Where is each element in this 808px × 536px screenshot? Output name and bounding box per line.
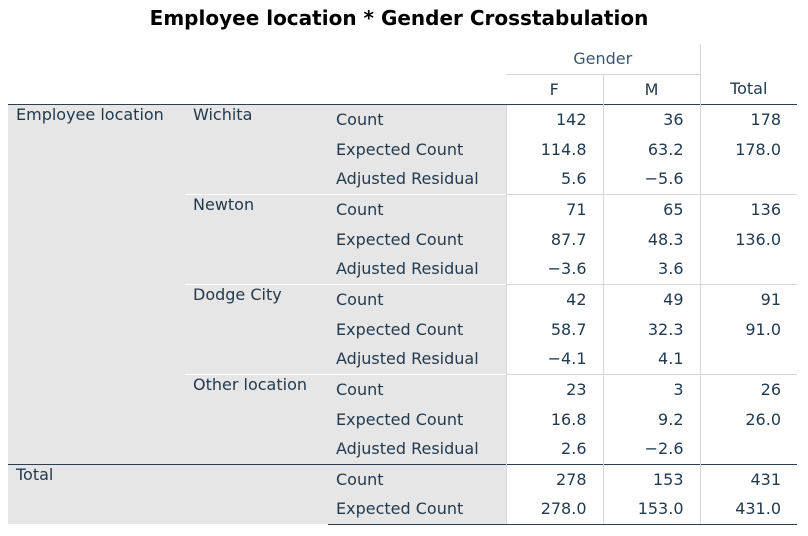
cell-total: 178.0 [699,134,797,164]
cell-m: 4.1 [602,344,700,374]
statistic-label: Adjusted Residual [328,164,506,194]
header-total-top [699,44,797,74]
cell-m: −5.6 [602,164,700,194]
cell-total: 26.0 [699,404,797,434]
cell-total: 431 [699,463,797,494]
table-row: Expected Count 114.8 63.2 178.0 [8,134,797,164]
cell-total [699,164,797,194]
statistic-label: Adjusted Residual [328,254,506,284]
cell-m: 65 [602,193,700,224]
table-row: Expected Count 87.7 48.3 136.0 [8,224,797,254]
header-blank [328,44,506,74]
cell-f: 114.8 [505,134,603,164]
statistic-label: Adjusted Residual [328,344,506,374]
header-gender: Gender [506,44,700,75]
cell-total: 178 [699,103,797,134]
cell-m: 153 [602,463,700,494]
header-total: Total [699,74,797,104]
cell-total: 91.0 [699,314,797,344]
table-row: Newton Count 71 65 136 [8,193,797,284]
cell-f: 2.6 [505,434,603,464]
cell-m: 48.3 [602,224,700,254]
header-blank [8,44,185,74]
table-row: Adjusted Residual 2.6 −2.6 [8,434,797,464]
statistic-label: Count [328,463,506,494]
cell-m: 3 [602,373,700,404]
table-row: Expected Count 58.7 32.3 91.0 [8,314,797,344]
cell-f: 5.6 [505,164,603,194]
header-m: M [602,74,700,104]
cell-total: 136.0 [699,224,797,254]
cell-f: 16.8 [505,404,603,434]
cell-total: 431.0 [699,494,797,525]
header-blank [328,74,506,104]
statistic-label: Expected Count [328,404,506,434]
cell-m: 9.2 [602,404,700,434]
cell-m: 32.3 [602,314,700,344]
total-row-label: Total [8,463,328,524]
header-f: F [506,74,603,104]
cell-total: 26 [699,373,797,404]
cell-m: 3.6 [602,254,700,284]
statistic-label: Count [328,193,506,224]
header-blank [8,74,185,104]
cell-f: 87.7 [505,224,603,254]
row-category-label: Dodge City [185,283,328,374]
header-blank [185,44,328,74]
cell-total [699,254,797,284]
cell-f: 58.7 [505,314,603,344]
statistic-label: Expected Count [328,494,506,525]
table-row: Dodge City Count 42 49 91 [8,283,797,374]
cell-total: 136 [699,193,797,224]
row-category-label: Other location [185,373,328,464]
table-row: Adjusted Residual 5.6 −5.6 [8,164,797,194]
crosstab-table: Gender F M Total Employee location Wichit… [8,44,797,525]
cell-f: 71 [505,193,603,224]
table-row: Expected Count 278.0 153.0 431.0 [8,494,797,525]
row-category-label: Newton [185,193,328,284]
statistic-label: Expected Count [328,314,506,344]
cell-f: −3.6 [505,254,603,284]
table-row: Adjusted Residual −3.6 3.6 [8,254,797,284]
cell-f: −4.1 [505,344,603,374]
statistic-label: Expected Count [328,224,506,254]
row-category-label: Wichita [185,103,328,194]
cell-f: 42 [505,283,603,314]
table-row: Expected Count 16.8 9.2 26.0 [8,404,797,434]
cell-m: 49 [602,283,700,314]
table-title: Employee location * Gender Crosstabulati… [149,6,649,30]
cell-total [699,434,797,464]
statistic-label: Count [328,373,506,404]
row-variable-label: Employee location [8,103,185,464]
header-blank [185,74,328,104]
table-row: Employee location Wichita Count 142 36 178 [8,103,797,464]
cell-f: 142 [505,103,603,134]
statistic-label: Count [328,283,506,314]
cell-f: 23 [505,373,603,404]
cell-total: 91 [699,283,797,314]
cell-m: 63.2 [602,134,700,164]
table-row: Adjusted Residual −4.1 4.1 [8,344,797,374]
table-row: Total Count 278 153 431 [8,463,797,524]
table-row: Other location Count 23 3 26 [8,373,797,464]
statistic-label: Expected Count [328,134,506,164]
cell-f: 278.0 [505,494,603,525]
crosstab-body: Gender F M Total Employee location Wichit… [8,44,797,525]
statistic-label: Count [328,103,506,134]
cell-m: 153.0 [602,494,700,525]
cell-f: 278 [505,463,603,494]
cell-total [699,344,797,374]
cell-m: −2.6 [602,434,700,464]
cell-m: 36 [602,103,700,134]
statistic-label: Adjusted Residual [328,434,506,464]
